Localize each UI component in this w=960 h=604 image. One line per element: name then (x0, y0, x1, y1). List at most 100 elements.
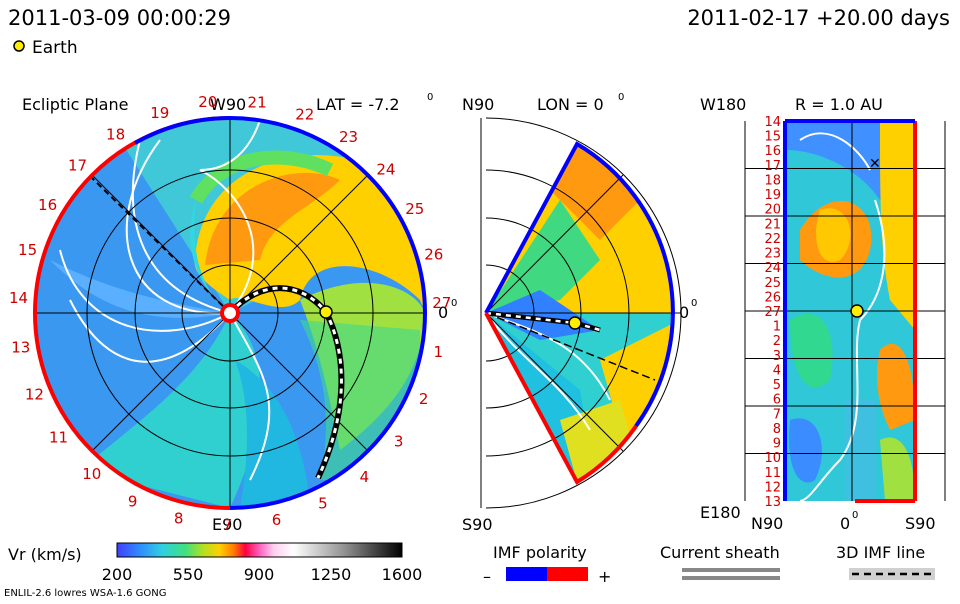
imf-line-legend: 3D IMF line (836, 543, 935, 580)
ecliptic-day-label: 24 (376, 160, 395, 178)
radial-cross-marker: ✕ (869, 156, 881, 172)
ecliptic-projection-line (91, 177, 231, 314)
ecliptic-panel: Ecliptic Plane LAT = -7.2 0 W90 (9, 92, 457, 534)
ecliptic-polarity-arc-nw (134, 116, 231, 145)
ecliptic-day-label: 4 (360, 468, 370, 486)
meridional-grid (480, 117, 682, 509)
lon-label: LON = 0 (537, 95, 604, 114)
imf-negative-swatch (506, 567, 547, 581)
ecliptic-day-label: 5 (318, 495, 328, 513)
imf-polarity-legend: IMF polarity – + (483, 543, 611, 586)
model-run-label: 2011-02-17 +20.00 days (687, 6, 950, 30)
meridional-projection-line (485, 312, 656, 381)
ecliptic-day-label: 7 (223, 516, 233, 534)
ecliptic-day-label: 11 (49, 429, 68, 447)
radial-day-labels: 1415161718192021222324252627123456789101… (764, 115, 781, 510)
ecliptic-day-label: 12 (25, 386, 44, 404)
radial-day-label: 26 (764, 290, 781, 305)
earth-meridional-marker (568, 316, 582, 330)
ecliptic-day-label: 25 (405, 200, 424, 218)
radial-x-label-s90: S90 (905, 514, 936, 533)
sun-icon (220, 303, 240, 323)
radial-panel: W180 R = 1.0 AU ✕ 1415161718192021222324… (700, 95, 946, 533)
ecliptic-day-label: 6 (272, 511, 282, 529)
radial-day-label: 4 (773, 364, 781, 379)
radial-day-label: 17 (764, 159, 781, 174)
radial-day-label: 6 (773, 393, 781, 408)
meridional-polarity-negative (484, 141, 675, 428)
radial-grid (744, 121, 946, 501)
radial-day-label: 3 (773, 349, 781, 364)
current-sheath-swatch-1 (682, 568, 780, 572)
ecliptic-day-label: 19 (150, 104, 169, 122)
lat-degree-symbol: 0 (427, 92, 433, 103)
current-sheath-swatch-2 (682, 576, 780, 580)
meridional-right-label: 0 (679, 303, 689, 322)
colorbar-label: Vr (km/s) (8, 545, 82, 564)
meridional-right-degree: 0 (691, 298, 697, 309)
ecliptic-top-label: W90 (210, 95, 246, 114)
ecliptic-day-label: 23 (339, 128, 358, 146)
ecliptic-day-label: 22 (295, 106, 314, 124)
ecliptic-title: Ecliptic Plane (22, 95, 128, 114)
radial-bottom-left-label: E180 (700, 503, 741, 522)
imf-positive-swatch (547, 567, 588, 581)
ecliptic-right-label: 0 (438, 303, 448, 322)
current-sheath-title: Current sheath (660, 543, 780, 562)
colorbar-tick-900: 900 (244, 565, 275, 584)
r-label: R = 1.0 AU (795, 95, 883, 114)
ecliptic-day-label: 17 (68, 157, 87, 175)
ecliptic-bottom-label: E90 (212, 515, 242, 534)
ecliptic-right-degree: 0 (451, 298, 457, 309)
earth-legend-label: Earth (32, 38, 78, 58)
radial-day-label: 7 (773, 407, 781, 422)
radial-day-label: 2 (773, 334, 781, 349)
radial-day-label: 15 (764, 130, 781, 145)
ecliptic-day-label: 15 (18, 241, 37, 259)
ecliptic-day-label: 3 (394, 433, 404, 451)
ecliptic-day-label: 1 (434, 343, 444, 361)
lon-degree-symbol: 0 (618, 92, 624, 103)
radial-day-label: 10 (764, 451, 781, 466)
model-version-label: ENLIL-2.6 lowres WSA-1.6 GONG (4, 588, 167, 599)
meridional-bottom-label: S90 (462, 515, 493, 534)
ecliptic-polarity-negative (229, 116, 427, 510)
radial-day-label: 13 (764, 495, 781, 510)
meridional-polarity-positive (484, 312, 638, 485)
ecliptic-day-label: 10 (82, 465, 101, 483)
ecliptic-day-label: 16 (38, 196, 57, 214)
velocity-colorbar: Vr (km/s) 200 550 900 1250 1600 (8, 542, 422, 584)
meridional-top-label: N90 (462, 95, 494, 114)
radial-day-label: 14 (764, 115, 781, 130)
radial-day-label: 20 (764, 203, 781, 218)
radial-day-label: 27 (764, 305, 781, 320)
radial-day-label: 18 (764, 174, 781, 189)
earth-ecliptic-marker (319, 305, 333, 319)
meridional-panel: N90 LON = 0 0 (462, 92, 697, 534)
datetime-label: 2011-03-09 00:00:29 (8, 6, 231, 30)
ecliptic-day-label: 26 (424, 246, 443, 264)
radial-x-degree: 0 (852, 510, 858, 521)
radial-day-label: 22 (764, 232, 781, 247)
radial-day-label: 9 (773, 437, 781, 452)
ecliptic-day-labels: 20 21222324252627123456789101112131415161… (9, 93, 451, 534)
radial-day-label: 12 (764, 480, 781, 495)
radial-day-label: 24 (764, 261, 781, 276)
radial-x-label-n90: N90 (751, 514, 783, 533)
radial-day-label: 8 (773, 422, 781, 437)
ecliptic-day-label: 20 (198, 93, 217, 111)
ecliptic-day-label: 21 (248, 94, 267, 112)
colorbar-tick-550: 550 (173, 565, 204, 584)
ecliptic-day-label: 9 (128, 492, 138, 510)
imf-plus-label: + (598, 567, 611, 586)
radial-day-label: 25 (764, 276, 781, 291)
colorbar-tick-200: 200 (102, 565, 133, 584)
earth-radial-marker (850, 304, 864, 318)
lat-label: LAT = -7.2 (316, 95, 400, 114)
colorbar-tick-1250: 1250 (311, 565, 352, 584)
radial-top-left-label: W180 (700, 95, 746, 114)
ecliptic-day-label: 18 (106, 126, 125, 144)
ecliptic-day-label: 14 (9, 289, 28, 307)
